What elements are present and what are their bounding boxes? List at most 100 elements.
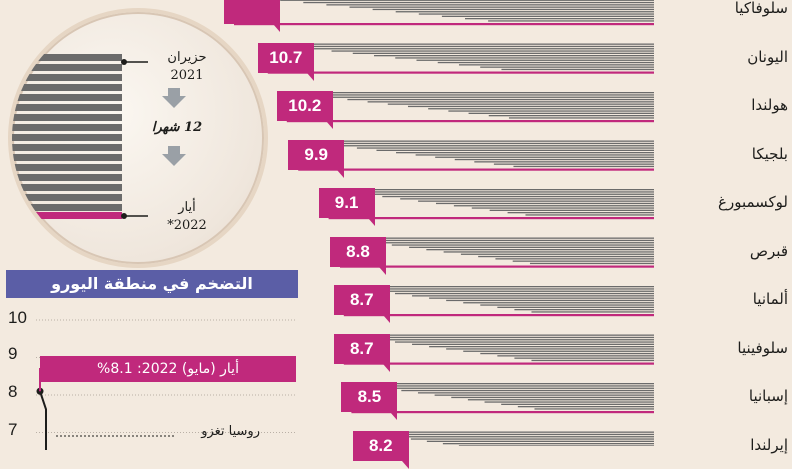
month-bar bbox=[417, 392, 654, 394]
month-bar bbox=[347, 98, 654, 101]
country-bar-group bbox=[267, 43, 654, 74]
euro-inflation-title: التضخم في منطقة اليورو bbox=[6, 270, 298, 298]
month-bar bbox=[513, 165, 654, 168]
month-bar bbox=[352, 52, 654, 54]
month-bar bbox=[454, 158, 654, 161]
month-bar bbox=[298, 140, 654, 142]
legend-pointer-dot bbox=[121, 59, 127, 65]
legend-month-bar bbox=[12, 104, 122, 111]
legend-month-bar bbox=[12, 164, 122, 171]
country-label: ألمانيا bbox=[752, 290, 788, 308]
month-bar bbox=[514, 309, 654, 311]
month-bar bbox=[394, 436, 654, 438]
legend-arrow-down-1 bbox=[162, 88, 186, 108]
month-bar bbox=[480, 66, 654, 68]
month-bar bbox=[474, 161, 654, 163]
country-bar-group bbox=[343, 334, 654, 365]
month-bar bbox=[394, 341, 654, 343]
month-bar bbox=[478, 255, 654, 258]
latest-month-bar bbox=[340, 265, 654, 268]
month-bar bbox=[326, 4, 654, 6]
country-label: اليونان bbox=[747, 47, 788, 66]
value-badge-tail bbox=[382, 363, 390, 372]
country-label: بلجيكا bbox=[751, 144, 788, 163]
month-bar bbox=[303, 1, 654, 4]
legend-start-month: حزيران bbox=[167, 50, 207, 65]
month-bar bbox=[471, 207, 654, 209]
value-badge: 9.1 bbox=[318, 188, 375, 218]
legend-duration: 12 شهرا bbox=[151, 120, 203, 135]
legend-start-year: 2021 bbox=[170, 68, 204, 83]
month-bar bbox=[340, 237, 654, 239]
y-tick-8: 8 bbox=[8, 382, 18, 401]
month-bar bbox=[525, 214, 654, 216]
month-bar bbox=[409, 246, 654, 248]
value-badge: 9.9 bbox=[288, 139, 345, 170]
country-bar-group bbox=[351, 383, 654, 414]
month-bar bbox=[337, 145, 654, 147]
month-bar bbox=[418, 13, 654, 15]
month-bar bbox=[280, 0, 654, 1]
country-bar-group bbox=[286, 92, 654, 123]
country-bar-group bbox=[340, 237, 654, 268]
month-bar bbox=[395, 11, 654, 13]
month-bar bbox=[289, 45, 654, 48]
month-bar bbox=[346, 191, 654, 193]
month-bar bbox=[441, 15, 654, 17]
inflation-line bbox=[39, 390, 47, 450]
country-bar-group bbox=[234, 0, 654, 26]
month-bar bbox=[343, 286, 654, 288]
month-bar bbox=[401, 389, 654, 392]
latest-month-bar bbox=[286, 120, 654, 123]
latest-month-bar bbox=[351, 411, 654, 414]
legend-month-bar bbox=[12, 204, 122, 211]
legend-month-bar bbox=[12, 174, 122, 181]
month-bar bbox=[360, 336, 654, 339]
month-bar bbox=[467, 399, 654, 401]
month-bar bbox=[362, 431, 654, 433]
value-badge: 8.7 bbox=[333, 333, 390, 364]
month-bar bbox=[395, 57, 654, 59]
value-badge-tail bbox=[390, 412, 398, 420]
month-bar bbox=[374, 242, 654, 244]
month-bar bbox=[458, 64, 654, 66]
month-bar bbox=[391, 244, 654, 246]
month-bar bbox=[514, 357, 654, 359]
month-bar bbox=[480, 304, 654, 306]
month-bar bbox=[488, 115, 654, 117]
month-bar bbox=[484, 401, 654, 403]
legend-month-bar bbox=[12, 194, 122, 201]
month-bar bbox=[372, 8, 654, 11]
month-bar bbox=[508, 117, 654, 119]
month-bar bbox=[394, 292, 654, 295]
latest-month-bar bbox=[328, 217, 654, 220]
y-tick-9: 9 bbox=[8, 344, 18, 363]
country-label: هولندا bbox=[751, 96, 788, 114]
month-bar bbox=[412, 295, 654, 297]
month-bar bbox=[418, 200, 654, 202]
month-bar bbox=[493, 163, 654, 165]
month-bar bbox=[512, 260, 654, 262]
country-bar-group bbox=[328, 189, 654, 220]
legend-magnifier: حزيران 2021 12 شهرا أيار 2022* bbox=[8, 8, 268, 268]
month-bar bbox=[507, 212, 654, 214]
month-bar bbox=[489, 209, 654, 211]
month-bar bbox=[501, 403, 654, 405]
legend-month-bar bbox=[12, 74, 122, 81]
month-bar bbox=[377, 290, 654, 292]
month-bar bbox=[435, 202, 654, 205]
month-bar bbox=[368, 385, 654, 387]
month-bar bbox=[463, 350, 654, 352]
month-bar bbox=[497, 355, 654, 357]
legend-month-bar bbox=[12, 184, 122, 191]
month-bar bbox=[331, 50, 654, 52]
may-2022-callout: أيار (مايو) 2022: 8.1% bbox=[40, 356, 296, 382]
latest-month-bar bbox=[298, 168, 654, 171]
value-badge-tail bbox=[273, 24, 280, 32]
month-bar bbox=[374, 55, 654, 57]
month-bar bbox=[465, 18, 654, 20]
legend-latest-bar bbox=[12, 212, 122, 219]
country-label: سلوفاكيا bbox=[734, 0, 788, 17]
month-bar bbox=[451, 396, 654, 399]
month-bar bbox=[435, 156, 654, 158]
